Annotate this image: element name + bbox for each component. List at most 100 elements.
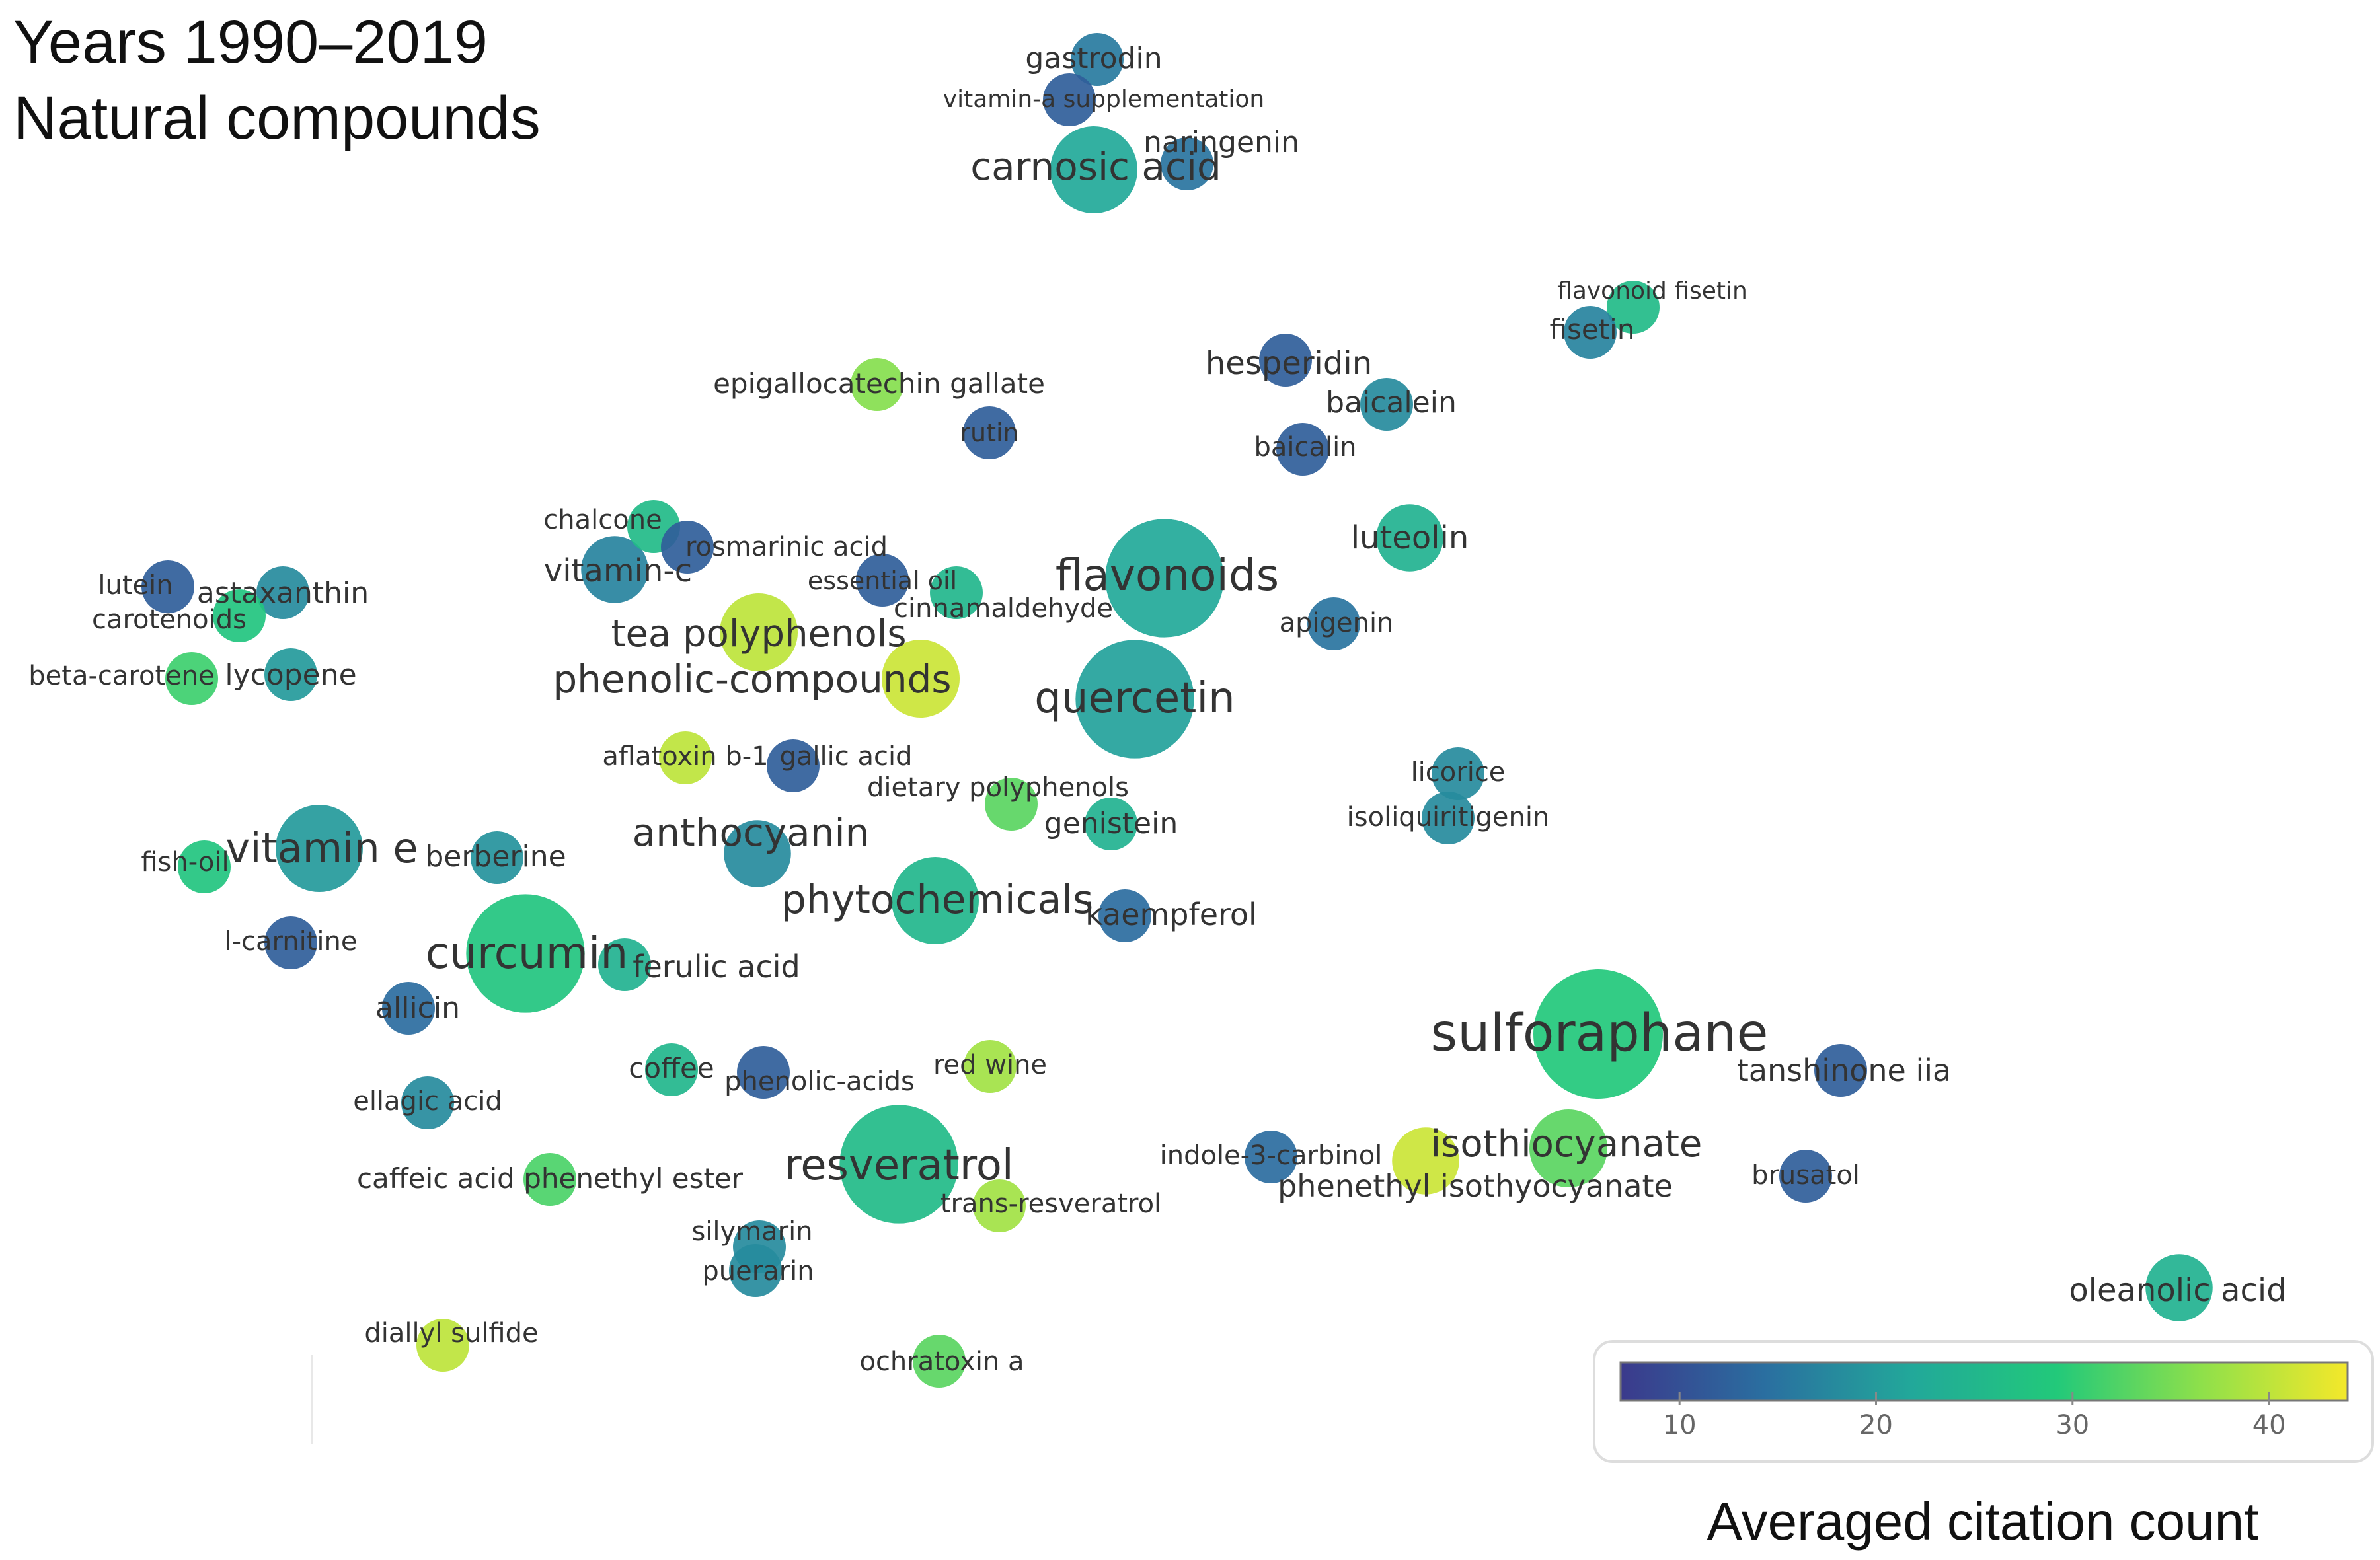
- node-fisetin[interactable]: [1564, 306, 1617, 359]
- label-essential-oil: essential oil: [808, 566, 957, 595]
- label-oleanolic-acid: oleanolic acid: [2069, 1272, 2286, 1309]
- node-phenethyl-isothyocyanate[interactable]: [1392, 1127, 1459, 1195]
- node-dietary-polyphenols[interactable]: [985, 778, 1038, 831]
- label-phenolic-acids: phenolic-acids: [724, 1066, 915, 1097]
- node-quercetin[interactable]: [1075, 640, 1194, 759]
- node-beta-carotene[interactable]: [165, 652, 218, 705]
- node-coffee[interactable]: [645, 1043, 698, 1096]
- label-naringenin: naringenin: [1143, 126, 1299, 159]
- node-gallic-acid[interactable]: [767, 739, 820, 792]
- node-apigenin[interactable]: [1307, 597, 1360, 650]
- label-phytochemicals: phytochemicals: [781, 877, 1094, 923]
- label-sulforaphane: sulforaphane: [1431, 1004, 1769, 1063]
- label-flavonoid-fisetin: flavonoid fisetin: [1557, 278, 1747, 305]
- label-apigenin: apigenin: [1280, 608, 1394, 638]
- label-curcumin: curcumin: [426, 928, 628, 979]
- label-anthocyanin: anthocyanin: [633, 810, 870, 855]
- node-phenolic-acids[interactable]: [737, 1046, 790, 1099]
- node-hesperidin[interactable]: [1259, 334, 1312, 387]
- node-tanshinone-iia[interactable]: [1814, 1044, 1867, 1097]
- node-brusatol[interactable]: [1779, 1150, 1832, 1203]
- node-rutin[interactable]: [963, 406, 1016, 459]
- node-gastrodin[interactable]: [1071, 33, 1124, 86]
- node-red-wine[interactable]: [964, 1040, 1017, 1093]
- node-carotenoids[interactable]: [213, 589, 266, 642]
- node-vitamin-a-supplementation[interactable]: [1043, 73, 1096, 126]
- label-resveratrol: resveratrol: [784, 1141, 1013, 1190]
- node-oleanolic-acid[interactable]: [2145, 1254, 2213, 1321]
- node-lycopene[interactable]: [264, 648, 317, 701]
- node-l-carnitine[interactable]: [264, 916, 317, 969]
- nodes-layer: [141, 33, 2213, 1388]
- label-lutein: lutein: [98, 570, 173, 601]
- node-resveratrol[interactable]: [839, 1105, 958, 1224]
- chart-title-line-1: Years 1990–2019: [13, 9, 488, 76]
- node-licorice[interactable]: [1432, 747, 1484, 800]
- node-rosmarinic-acid[interactable]: [661, 521, 714, 574]
- label-genistein: genistein: [1044, 807, 1178, 840]
- node-isothiocyanate[interactable]: [1529, 1109, 1608, 1188]
- node-diallyl-sulfide[interactable]: [416, 1319, 469, 1372]
- node-flavonoids[interactable]: [1105, 519, 1224, 638]
- label-beta-carotene: beta-carotene: [28, 661, 214, 691]
- label-rutin: rutin: [960, 418, 1018, 447]
- label-hesperidin: hesperidin: [1206, 345, 1372, 382]
- node-naringenin[interactable]: [1161, 137, 1213, 190]
- colorbar-tick-label: 40: [2252, 1410, 2286, 1440]
- node-indole-3-carbinol[interactable]: [1245, 1131, 1297, 1183]
- node-trans-resveratrol[interactable]: [973, 1179, 1026, 1232]
- node-phenolic-compounds[interactable]: [881, 639, 960, 718]
- label-berberine: berberine: [425, 840, 566, 873]
- node-epigallocatechin-gallate[interactable]: [851, 358, 903, 411]
- node-allicin[interactable]: [382, 982, 435, 1035]
- node-luteolin[interactable]: [1376, 504, 1443, 572]
- label-coffee: coffee: [629, 1052, 714, 1084]
- node-flavonoid-fisetin[interactable]: [1607, 281, 1660, 334]
- label-dietary-polyphenols: dietary polyphenols: [867, 772, 1129, 803]
- label-caffeic-acid-phenethyl-ester: caffeic acid phenethyl ester: [357, 1162, 744, 1195]
- label-kaempferol: kaempferol: [1085, 897, 1257, 932]
- label-vitamin-e: vitamin e: [226, 824, 418, 872]
- label-quercetin: quercetin: [1034, 674, 1235, 723]
- label-carotenoids: carotenoids: [92, 605, 247, 635]
- node-ferulic-acid[interactable]: [598, 938, 651, 991]
- node-cinnamaldehyde[interactable]: [930, 566, 983, 619]
- labels-layer: gastrodin vitamin-a supplementation carnos…: [28, 42, 2286, 1377]
- label-ferulic-acid: ferulic acid: [633, 949, 800, 984]
- node-essential-oil[interactable]: [856, 554, 909, 607]
- node-berberine[interactable]: [471, 831, 523, 884]
- node-genistein[interactable]: [1085, 798, 1137, 850]
- label-cinnamaldehyde: cinnamaldehyde: [894, 593, 1113, 624]
- label-gastrodin: gastrodin: [1025, 42, 1162, 75]
- node-fish-oil[interactable]: [178, 840, 231, 893]
- colorbar-tick-label: 20: [1859, 1410, 1893, 1440]
- label-puerarin: puerarin: [702, 1256, 814, 1286]
- node-ochratoxin-a[interactable]: [913, 1335, 966, 1388]
- node-caffeic-acid-phenethyl-ester[interactable]: [523, 1153, 576, 1206]
- node-baicalin[interactable]: [1276, 423, 1329, 476]
- node-curcumin[interactable]: [466, 894, 585, 1013]
- node-ellagic-acid[interactable]: [401, 1076, 454, 1129]
- node-aflatoxin-b-1[interactable]: [659, 731, 712, 784]
- label-tanshinone-iia: tanshinone iia: [1737, 1053, 1951, 1088]
- node-isoliquiritigenin[interactable]: [1422, 792, 1475, 844]
- label-ellagic-acid: ellagic acid: [353, 1086, 502, 1117]
- node-anthocyanin[interactable]: [724, 820, 791, 887]
- node-astaxanthin[interactable]: [256, 566, 309, 619]
- label-flavonoids: flavonoids: [1056, 550, 1279, 601]
- label-baicalein: baicalein: [1326, 386, 1457, 420]
- node-sulforaphane[interactable]: [1533, 969, 1663, 1099]
- node-phytochemicals[interactable]: [892, 857, 979, 944]
- colorbar-title: Averaged citation count: [1707, 1492, 2259, 1551]
- node-kaempferol[interactable]: [1098, 889, 1151, 942]
- node-vitamin-e[interactable]: [276, 805, 363, 892]
- label-trans-resveratrol: trans-resveratrol: [940, 1189, 1161, 1219]
- node-puerarin[interactable]: [729, 1244, 782, 1297]
- label-vitamin-a-supplementation: vitamin-a supplementation: [943, 86, 1264, 113]
- node-tea-polyphenols[interactable]: [719, 593, 798, 672]
- node-lutein[interactable]: [141, 560, 194, 613]
- node-baicalein[interactable]: [1360, 378, 1413, 431]
- node-vitamin-c[interactable]: [581, 536, 648, 603]
- node-carnosic-acid[interactable]: [1050, 126, 1137, 213]
